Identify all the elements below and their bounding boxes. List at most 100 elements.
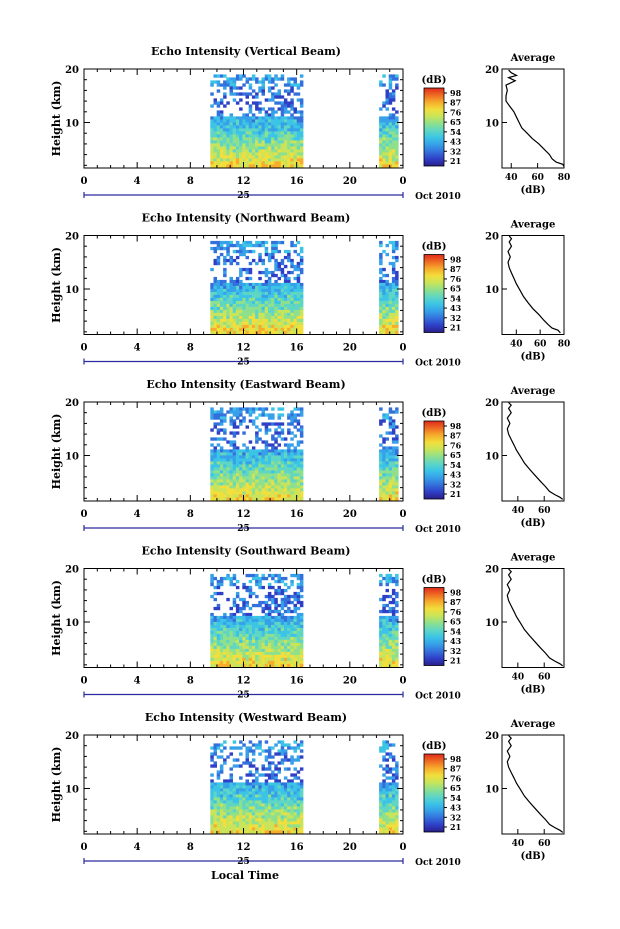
heatmap-cell [290,321,294,326]
heatmap-cell [248,125,253,129]
heatmap-cell [235,312,240,317]
heatmap-cell [245,161,249,165]
heatmap-cell [242,497,246,501]
heatmap-cell [277,618,281,623]
heatmap-cell [391,95,396,99]
heatmap-cell [283,131,288,135]
heatmap-cell [242,612,246,617]
heatmap-cell [287,779,291,783]
heatmap-cell [391,485,396,489]
heatmap-cell [391,158,396,162]
heatmap-cell [216,806,221,810]
heatmap-cell [391,92,396,96]
heatmap-cell [232,803,237,807]
heatmap-cell [264,291,269,296]
colorbar-tick-label: 87 [450,597,461,607]
heatmap-cell [223,615,227,620]
heatmap-cell [258,576,262,581]
heatmap-cell [242,134,246,138]
heatmap-cell [391,758,396,762]
heatmap-cell [229,443,233,447]
heatmap-cell [229,788,233,792]
heatmap-cell [379,303,383,308]
heatmap-cell [388,497,393,501]
heatmap-cell [229,606,233,611]
heatmap-cell [395,327,399,332]
heatmap-cell [296,455,301,459]
heatmap-cell [223,155,227,159]
heatmap-cell [267,149,272,153]
heatmap-cell [210,312,214,317]
panel-1: Echo Intensity (Northward Beam)Height (k… [50,212,570,369]
heatmap-cell [213,413,217,417]
heatmap-cell [388,824,393,828]
heatmap-cell [248,791,253,795]
heatmap-cell [385,107,389,111]
heatmap-cell [223,309,227,314]
heatmap-cell [385,803,389,807]
heatmap-cell [223,479,227,483]
heatmap-cell [242,606,246,611]
heatmap-cell [210,824,214,828]
heatmap-cell [213,291,217,296]
heatmap-cell [274,621,278,626]
heatmap-cell [274,791,278,795]
heatmap-cell [232,797,237,801]
heatmap-cell [226,152,230,156]
heatmap-cell [379,267,383,272]
heatmap-cell [245,624,249,629]
heatmap-cell [245,663,249,668]
heatmap-cell [274,609,278,614]
heatmap-cell [229,164,233,168]
heatmap-cell [267,258,272,263]
heatmap-cell [277,455,281,459]
heatmap-cell [299,122,304,126]
heatmap-cell [271,657,275,662]
heatmap-cell [382,146,386,150]
x-tick-label: 20 [343,842,357,853]
heatmap-cell [296,279,301,284]
heatmap-cell [391,324,396,329]
heatmap-cell [248,821,253,825]
heatmap-cell [296,639,301,644]
heatmap-cell [293,425,297,429]
heatmap-cell [232,470,237,474]
heatmap-cell [245,809,249,813]
heatmap-cell [245,473,249,477]
heatmap-cell [382,806,386,810]
heatmap-cell [210,83,214,87]
heatmap-cell [213,422,217,426]
heatmap-cell [280,77,285,81]
heatmap-cell [232,485,237,489]
heatmap-cell [216,134,221,138]
heatmap-cell [290,128,294,132]
heatmap-cell [232,449,237,453]
heatmap-cell [210,149,214,153]
heatmap-cell [299,660,304,665]
heatmap-cell [210,615,214,620]
heatmap-cell [242,600,246,605]
heatmap-cell [210,621,214,626]
heatmap-cell [299,137,304,141]
heatmap-cell [290,83,294,87]
heatmap-cell [255,636,259,641]
heatmap-cell [379,657,383,662]
heatmap-cell [271,125,275,129]
heatmap-cell [255,491,259,495]
heatmap-cell [283,273,288,278]
heatmap-cell [245,627,249,632]
heatmap-cell [274,324,278,329]
heatmap-cell [388,149,393,153]
heatmap-cell [248,149,253,153]
heatmap-cell [385,437,389,441]
colorbar-tick-label: 43 [450,470,462,480]
heatmap-cell [382,645,386,650]
heatmap-cell [277,806,281,810]
heatmap-cell [219,651,224,656]
heatmap-cell [388,809,393,813]
heatmap-cell [248,618,253,623]
heatmap-cell [277,125,281,129]
heatmap-cell [274,645,278,650]
heatmap-cell [379,582,383,587]
heatmap-cell [232,440,237,444]
